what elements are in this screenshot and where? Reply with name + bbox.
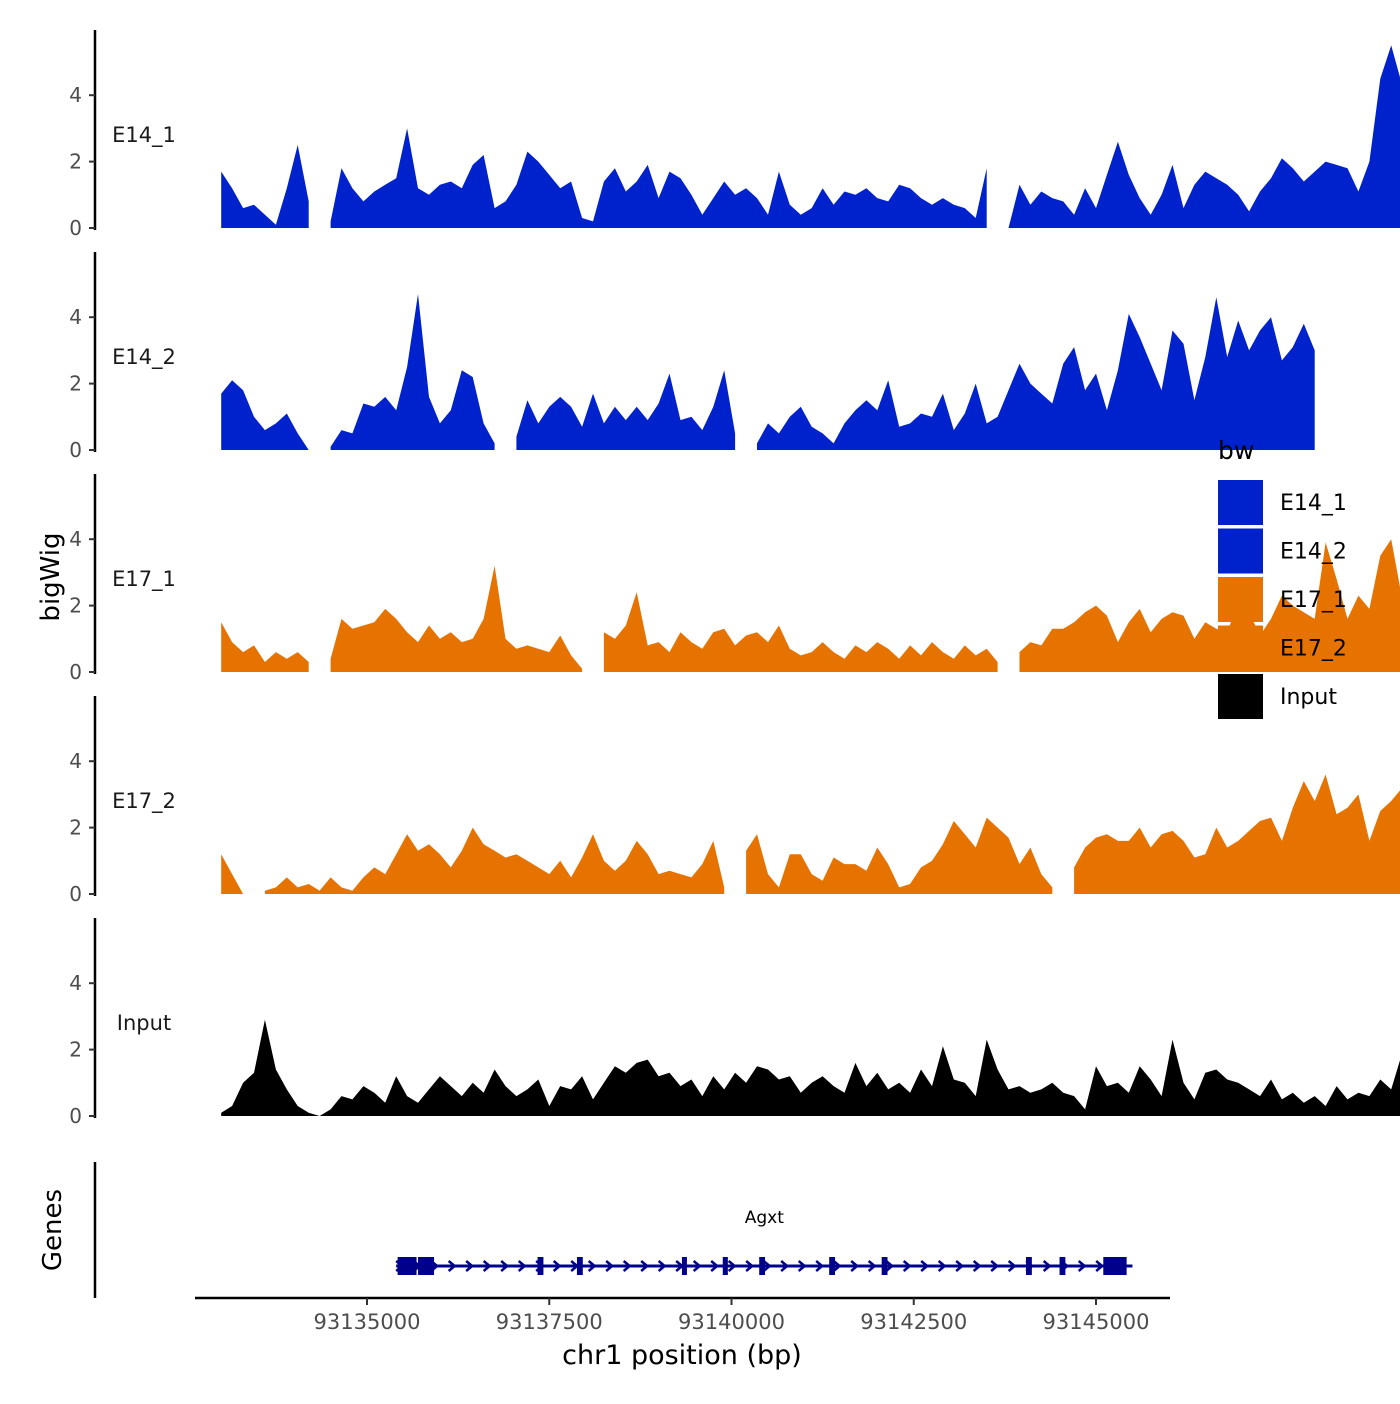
legend-swatch-Input xyxy=(1218,674,1263,719)
x-axis-ticks: 93135000 93137500 93140000 93142500 93145000 xyxy=(314,1298,1150,1334)
coverage-area-Input xyxy=(221,1020,1400,1116)
legend-label-E14_1: E14_1 xyxy=(1280,491,1347,516)
track-E14_2: 0 2 4 E14_2 xyxy=(69,252,1314,462)
y-tick-label: 4 xyxy=(69,749,82,773)
coverage-area-E17_1 xyxy=(604,592,998,672)
coverage-area-E14_2 xyxy=(516,370,735,450)
x-tick-label: 93142500 xyxy=(860,1310,967,1334)
coverage-area-E17_2 xyxy=(1074,775,1400,895)
track-E17_2: 0 2 4 E17_2 xyxy=(69,696,1400,906)
legend-items: E14_1 E14_2 E17_1 E17_2 Input xyxy=(1218,480,1347,719)
gene-exon xyxy=(538,1257,544,1275)
y-tick-label: 2 xyxy=(69,816,82,840)
gene-exon xyxy=(882,1257,888,1275)
gene-exon xyxy=(398,1257,417,1275)
x-tick-label: 93135000 xyxy=(314,1310,421,1334)
coverage-area-E14_2 xyxy=(757,297,1315,450)
gene-exon xyxy=(577,1257,583,1275)
legend-swatch-E17_2 xyxy=(1218,626,1263,671)
gene-exon xyxy=(829,1257,835,1275)
legend-label-E17_1: E17_1 xyxy=(1280,588,1347,613)
genes-track-label: Genes xyxy=(38,1189,68,1271)
coverage-area-E14_1 xyxy=(221,145,309,228)
x-tick-label: 93145000 xyxy=(1043,1310,1150,1334)
legend-swatch-E14_1 xyxy=(1218,480,1263,525)
legend-label-E14_2: E14_2 xyxy=(1280,540,1347,565)
coverage-area-E17_2 xyxy=(746,818,1052,894)
coverage-area-E17_2 xyxy=(221,854,243,894)
y-tick-label: 0 xyxy=(69,216,82,240)
y-tick-label: 2 xyxy=(69,372,82,396)
track-Input: 0 2 4 Input xyxy=(69,918,1400,1128)
legend-title: bw xyxy=(1218,436,1254,465)
coverage-tracks: 0 2 4 E14_1 0 2 4 E14_2 0 2 4 E17_1 0 2 4 E17_2 0 2 4 Input xyxy=(69,30,1400,1128)
track-label-E17_2: E17_2 xyxy=(112,789,176,814)
gene-exon xyxy=(1026,1257,1032,1275)
coverage-area-E17_2 xyxy=(265,828,724,894)
x-axis-title: chr1 position (bp) xyxy=(562,1340,802,1371)
y-tick-label: 4 xyxy=(69,83,82,107)
track-E14_1: 0 2 4 E14_1 xyxy=(69,30,1400,240)
y-tick-label: 4 xyxy=(69,527,82,551)
y-tick-label: 0 xyxy=(69,1104,82,1128)
y-tick-label: 4 xyxy=(69,305,82,329)
track-label-Input: Input xyxy=(117,1011,171,1035)
x-tick-label: 93137500 xyxy=(496,1310,603,1334)
coverage-area-E14_2 xyxy=(331,294,495,450)
coverage-area-E14_2 xyxy=(221,380,309,450)
y-axis-title: bigWig xyxy=(36,532,66,621)
x-tick-label: 93140000 xyxy=(678,1310,785,1334)
gene-track: Genes Agxt xyxy=(38,1162,1132,1298)
gene-exon xyxy=(759,1257,765,1275)
track-label-E17_1: E17_1 xyxy=(112,567,176,592)
coverage-area-E14_1 xyxy=(1009,42,1400,228)
x-axis: 93135000 93137500 93140000 93142500 93145000… xyxy=(195,1298,1170,1371)
gene-exon xyxy=(723,1257,728,1275)
y-tick-label: 0 xyxy=(69,438,82,462)
gene-exon xyxy=(1103,1257,1126,1275)
y-tick-label: 0 xyxy=(69,660,82,684)
coverage-area-E14_1 xyxy=(331,128,987,228)
coverage-area-E17_1 xyxy=(221,622,309,672)
gene-exon xyxy=(418,1257,434,1275)
legend-label-Input: Input xyxy=(1280,685,1337,710)
gene-model xyxy=(396,1257,1132,1275)
gene-exon xyxy=(682,1257,687,1275)
track-label-E14_2: E14_2 xyxy=(112,345,176,370)
legend-swatch-E17_1 xyxy=(1218,577,1263,622)
y-tick-label: 2 xyxy=(69,150,82,174)
legend-label-E17_2: E17_2 xyxy=(1280,637,1347,662)
coverage-area-E17_1 xyxy=(331,566,582,672)
y-tick-label: 2 xyxy=(69,594,82,618)
y-tick-label: 0 xyxy=(69,882,82,906)
track-label-E14_1: E14_1 xyxy=(112,123,176,148)
y-tick-label: 2 xyxy=(69,1038,82,1062)
gene-name-label: Agxt xyxy=(745,1208,784,1228)
track-E17_1: 0 2 4 E17_1 xyxy=(69,474,1400,684)
y-tick-label: 4 xyxy=(69,971,82,995)
gene-exon xyxy=(1060,1257,1066,1275)
legend-swatch-E14_2 xyxy=(1218,529,1263,574)
